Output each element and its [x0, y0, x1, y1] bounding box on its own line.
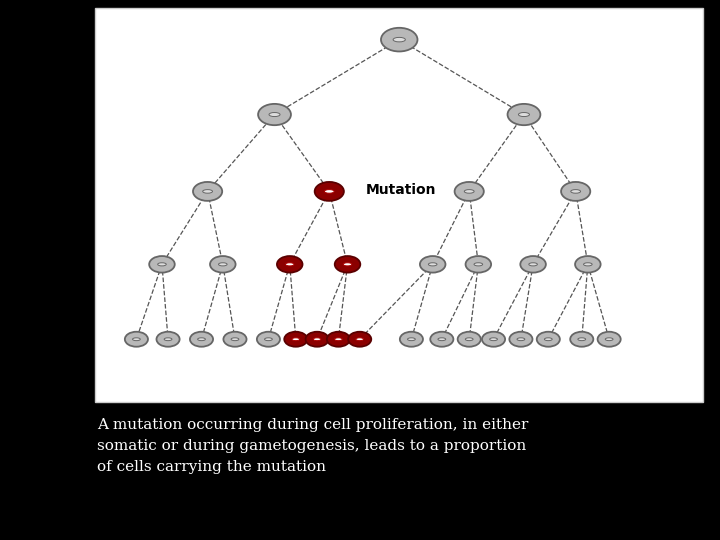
Circle shape: [400, 332, 423, 347]
Circle shape: [420, 256, 446, 273]
Ellipse shape: [474, 263, 482, 266]
Circle shape: [335, 256, 360, 273]
Circle shape: [575, 256, 600, 273]
Circle shape: [431, 332, 454, 347]
Circle shape: [570, 332, 593, 347]
Circle shape: [277, 256, 302, 273]
Ellipse shape: [517, 338, 525, 341]
Circle shape: [327, 332, 350, 347]
Ellipse shape: [285, 263, 294, 266]
Ellipse shape: [269, 112, 280, 117]
Circle shape: [598, 332, 621, 347]
Circle shape: [125, 332, 148, 347]
Circle shape: [454, 182, 484, 201]
Circle shape: [149, 256, 175, 273]
Ellipse shape: [528, 263, 537, 266]
Circle shape: [305, 332, 328, 347]
Ellipse shape: [583, 263, 592, 266]
Circle shape: [466, 256, 491, 273]
Ellipse shape: [197, 338, 205, 341]
Circle shape: [156, 332, 179, 347]
Circle shape: [223, 332, 246, 347]
Ellipse shape: [335, 338, 342, 341]
Ellipse shape: [428, 263, 437, 266]
Circle shape: [284, 332, 307, 347]
Circle shape: [210, 256, 235, 273]
Text: Mutation: Mutation: [366, 183, 436, 197]
Ellipse shape: [464, 190, 474, 193]
Ellipse shape: [356, 338, 364, 341]
Ellipse shape: [218, 263, 227, 266]
Ellipse shape: [408, 338, 415, 341]
Ellipse shape: [264, 338, 272, 341]
Ellipse shape: [465, 338, 473, 341]
Circle shape: [536, 332, 560, 347]
Circle shape: [561, 182, 590, 201]
Text: A mutation occurring during cell proliferation, in either
somatic or during game: A mutation occurring during cell prolife…: [97, 418, 528, 474]
Circle shape: [508, 104, 541, 125]
Ellipse shape: [571, 190, 580, 193]
Ellipse shape: [518, 112, 529, 117]
Ellipse shape: [578, 338, 585, 341]
Ellipse shape: [490, 338, 498, 341]
Ellipse shape: [606, 338, 613, 341]
Ellipse shape: [393, 37, 405, 42]
Circle shape: [509, 332, 533, 347]
Circle shape: [257, 332, 280, 347]
Ellipse shape: [292, 338, 300, 341]
Ellipse shape: [313, 338, 321, 341]
Circle shape: [315, 182, 344, 201]
Circle shape: [193, 182, 222, 201]
Ellipse shape: [158, 263, 166, 266]
FancyBboxPatch shape: [95, 8, 703, 402]
Ellipse shape: [325, 190, 334, 193]
Ellipse shape: [438, 338, 446, 341]
Circle shape: [190, 332, 213, 347]
Ellipse shape: [164, 338, 172, 341]
Circle shape: [348, 332, 372, 347]
Circle shape: [521, 256, 546, 273]
Ellipse shape: [343, 263, 352, 266]
Ellipse shape: [231, 338, 239, 341]
Ellipse shape: [203, 190, 212, 193]
Circle shape: [482, 332, 505, 347]
Ellipse shape: [544, 338, 552, 341]
Ellipse shape: [132, 338, 140, 341]
Circle shape: [381, 28, 418, 51]
Circle shape: [258, 104, 291, 125]
Circle shape: [458, 332, 481, 347]
